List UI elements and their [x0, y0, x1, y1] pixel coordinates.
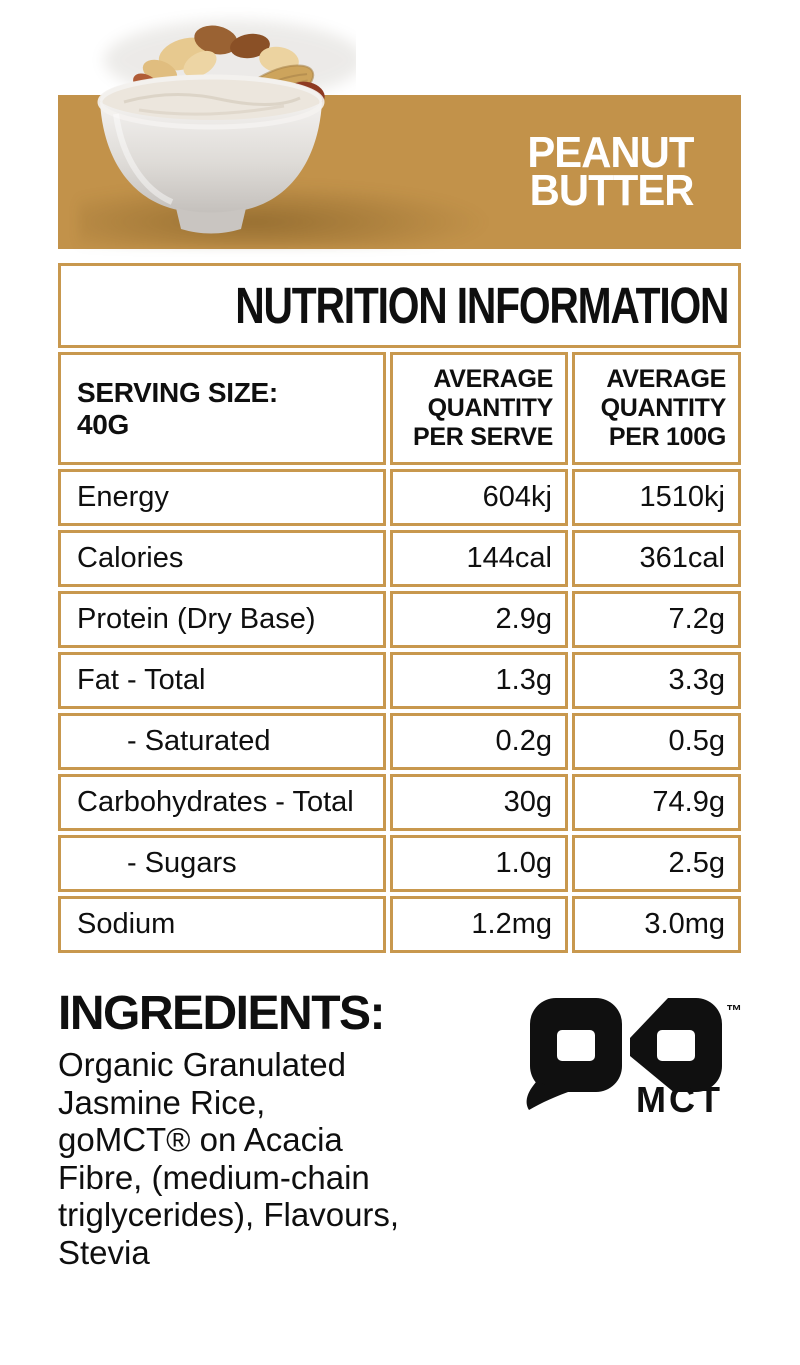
nutrient-label-cell: Carbohydrates - Total [58, 774, 386, 831]
trademark-symbol: ™ [726, 1003, 742, 1020]
ingredients-line: triglycerides), Flavours, [58, 1196, 400, 1233]
nutrition-title-cell: NUTRITION INFORMATION [58, 263, 741, 348]
nutrient-label-cell: Calories [58, 530, 386, 587]
nutrient-label-cell: Protein (Dry Base) [58, 591, 386, 648]
per-serve-value-cell: 144cal [390, 530, 568, 587]
bowl-graphic [97, 74, 325, 234]
ingredients-line: Fibre, (medium-chain [58, 1158, 370, 1196]
per-100g-value-cell: 0.5g [572, 713, 741, 770]
flavour-banner: PEANUT BUTTER [58, 95, 741, 249]
gomct-go-glyph [530, 998, 622, 1092]
serving-size-cell: SERVING SIZE: 40G [58, 352, 386, 465]
ingredients-line: Organic Granulated [58, 1046, 346, 1083]
serving-size-value: 40G [77, 408, 130, 440]
per-serve-value-cell: 30g [390, 774, 568, 831]
nutrient-label-cell: - Saturated [58, 713, 386, 770]
per-100g-value-cell: 1510kj [572, 469, 741, 526]
cream-surface-graphic [100, 75, 322, 125]
nutrient-label-cell: Sodium [58, 896, 386, 953]
per-serve-value-cell: 1.0g [390, 835, 568, 892]
col-header-per-100g: AVERAGE QUANTITY PER 100G [572, 352, 741, 465]
per-100g-value-cell: 3.3g [572, 652, 741, 709]
ingredients-line: Stevia [58, 1233, 150, 1271]
nutrient-label-cell: - Sugars [58, 835, 386, 892]
nutrient-label-cell: Fat - Total [58, 652, 386, 709]
per-100g-value-cell: 361cal [572, 530, 741, 587]
nutrition-table: NUTRITION INFORMATION SERVING SIZE: 40G … [58, 263, 741, 953]
ingredients-text: Organic Granulated Jasmine Rice, goMCT® … [58, 1046, 488, 1271]
gomct-logo: ™ MCT [526, 998, 742, 1120]
per-100g-value-cell: 2.5g [572, 835, 741, 892]
per-serve-value-cell: 0.2g [390, 713, 568, 770]
nutrient-label-cell: Energy [58, 469, 386, 526]
per-serve-value-cell: 1.2mg [390, 896, 568, 953]
logo-mct-text: MCT [636, 1079, 723, 1120]
ingredients-line: goMCT® on Acacia [58, 1121, 343, 1158]
per-100g-value-cell: 3.0mg [572, 896, 741, 953]
per-serve-value-cell: 604kj [390, 469, 568, 526]
col-header-per-serve: AVERAGE QUANTITY PER SERVE [390, 352, 568, 465]
per-100g-value-cell: 7.2g [572, 591, 741, 648]
serving-size-label: SERVING SIZE: [77, 376, 278, 408]
ingredients-line: Jasmine Rice, [58, 1083, 266, 1121]
flavour-title: PEANUT BUTTER [527, 128, 694, 215]
per-100g-value-cell: 74.9g [572, 774, 741, 831]
per-serve-value-cell: 2.9g [390, 591, 568, 648]
nutrition-title: NUTRITION INFORMATION [234, 277, 729, 334]
peanut-butter-bowl-image [97, 20, 356, 234]
ingredients-heading: INGREDIENTS: [58, 987, 386, 1040]
per-serve-value-cell: 1.3g [390, 652, 568, 709]
